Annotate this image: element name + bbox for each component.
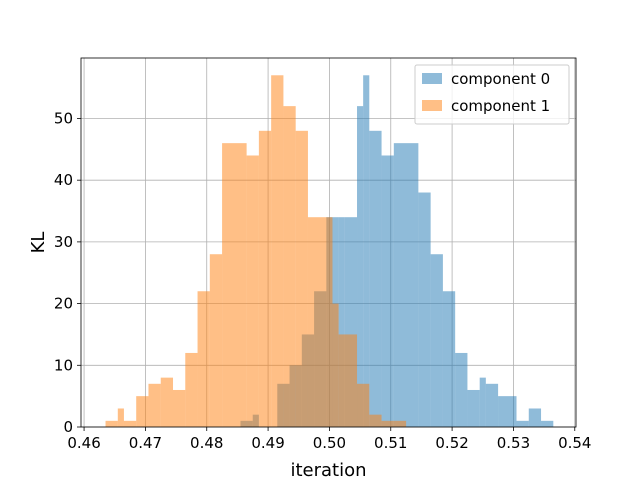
- x-tick-label: 0.54: [558, 434, 591, 452]
- histogram-bar: [307, 217, 333, 427]
- histogram-bar: [338, 334, 358, 427]
- y-tick-label: 10: [54, 356, 73, 374]
- histogram-bar: [105, 420, 118, 427]
- histogram-bar: [479, 377, 486, 427]
- x-tick-label: 0.52: [435, 434, 468, 452]
- histogram-bar: [485, 383, 499, 427]
- histogram-bar: [467, 389, 480, 427]
- histogram-bar: [393, 143, 419, 427]
- histogram-bar: [430, 254, 443, 427]
- histogram-bar: [516, 420, 529, 427]
- histogram-bar: [442, 291, 456, 427]
- y-tick-label: 50: [54, 109, 73, 127]
- y-tick-label: 30: [54, 233, 73, 251]
- legend: component 0 component 1: [414, 64, 570, 125]
- histogram-bar: [541, 420, 554, 427]
- ticks-layer: 0.46 0.47 0.48 0.49 0.50 0.51 0.52 0.53 0.54 0 10 2…: [54, 109, 592, 452]
- histogram-bar: [271, 75, 284, 428]
- legend-label-component-0: component 0: [451, 70, 550, 88]
- series-1-bars: [105, 75, 407, 428]
- histogram-bar: [136, 396, 149, 427]
- histogram-bar: [246, 155, 259, 427]
- x-tick-label: 0.48: [190, 434, 223, 452]
- legend-label-component-1: component 1: [451, 97, 550, 115]
- plot-area: 0.46 0.47 0.48 0.49 0.50 0.51 0.52 0.53 0.54 0 10 2…: [54, 57, 592, 452]
- x-axis-label: iteration: [290, 460, 366, 480]
- x-tick-label: 0.51: [374, 434, 407, 452]
- histogram-bar: [295, 130, 308, 427]
- histogram-bar: [185, 352, 198, 427]
- x-tick-label: 0.49: [251, 434, 284, 452]
- legend-box: [414, 64, 570, 125]
- histogram-bar: [338, 217, 345, 427]
- x-tick-label: 0.46: [67, 434, 100, 452]
- histogram-bar: [283, 106, 296, 427]
- histogram-bar: [357, 383, 370, 427]
- histogram-bar: [528, 408, 542, 427]
- axes-frame: [80, 57, 577, 428]
- histogram-bar: [498, 396, 517, 427]
- y-tick-label: 0: [63, 418, 73, 436]
- legend-swatch-component-1: [422, 100, 442, 111]
- legend-swatch-component-0: [422, 73, 442, 84]
- histogram-bar: [393, 420, 407, 427]
- y-axis-label: KL: [28, 232, 49, 254]
- x-tick-label: 0.47: [129, 434, 162, 452]
- histogram-bar: [369, 130, 382, 427]
- histogram-bar: [148, 383, 161, 427]
- histogram-bar: [197, 291, 210, 427]
- y-tick-label: 20: [54, 295, 73, 313]
- histogram-bar: [173, 389, 186, 427]
- histogram-bar: [222, 143, 247, 427]
- histogram-bar: [455, 352, 468, 427]
- y-tick-label: 40: [54, 171, 73, 189]
- histogram-bar: [117, 408, 124, 427]
- histogram-bar: [123, 420, 137, 427]
- x-tick-label: 0.53: [497, 434, 530, 452]
- histogram-bar: [369, 414, 382, 427]
- bars-layer: [105, 75, 554, 428]
- histogram-bar: [363, 75, 370, 428]
- histogram-bar: [357, 106, 364, 427]
- histogram-bar: [209, 254, 223, 427]
- histogram-bar: [381, 155, 394, 427]
- histogram-bar: [418, 192, 431, 427]
- histogram-bar: [381, 420, 394, 427]
- histogram-bar: [160, 377, 174, 427]
- histogram-bar: [332, 303, 339, 427]
- histogram-bar: [258, 130, 272, 427]
- x-tick-label: 0.50: [313, 434, 346, 452]
